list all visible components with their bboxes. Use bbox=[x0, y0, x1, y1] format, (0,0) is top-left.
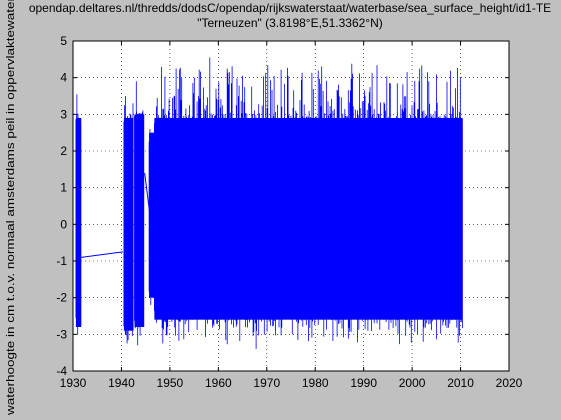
chart-title-line-2: "Terneuzen" (3.8198°E,51.3362°N) bbox=[197, 16, 383, 30]
x-tick-label: 1970 bbox=[253, 376, 280, 390]
y-tick-label: 0 bbox=[60, 217, 67, 231]
series-spikes bbox=[148, 129, 155, 305]
series-spikes bbox=[75, 94, 82, 335]
y-tick-label: 3 bbox=[60, 107, 67, 121]
y-tick-label: -1 bbox=[56, 254, 67, 268]
x-tick-label: 1930 bbox=[60, 376, 87, 390]
x-tick-label: 2010 bbox=[447, 376, 474, 390]
chart-title-line-1: opendap.deltares.nl/thredds/dodsC/openda… bbox=[29, 1, 551, 15]
series-spikes bbox=[154, 57, 463, 349]
x-tick-label: 1990 bbox=[350, 376, 377, 390]
x-tick-label: 2020 bbox=[496, 376, 523, 390]
data-series bbox=[75, 57, 463, 349]
y-tick-label: -3 bbox=[56, 327, 67, 341]
y-tick-label: 1 bbox=[60, 181, 67, 195]
y-tick-label: 4 bbox=[60, 71, 67, 85]
x-tick-label: 1950 bbox=[157, 376, 184, 390]
series-spikes bbox=[123, 96, 134, 344]
axis-ticks: 1930 1940 1950 1960 1970 1980 1990 2000 2010 2020… bbox=[56, 34, 522, 390]
y-axis-label: waterhoogte in cm t.o.v. normaal amsterd… bbox=[5, 0, 17, 416]
plot-frame bbox=[72, 40, 510, 372]
grid-lines bbox=[73, 41, 509, 371]
y-tick-label: 2 bbox=[60, 144, 67, 158]
y-tick-label: -4 bbox=[56, 364, 67, 378]
series-connector-line bbox=[81, 251, 123, 258]
x-tick-label: 1960 bbox=[205, 376, 232, 390]
x-tick-label: 2000 bbox=[399, 376, 426, 390]
x-tick-label: 1980 bbox=[302, 376, 329, 390]
x-tick-label: 1940 bbox=[108, 376, 135, 390]
series-spikes bbox=[134, 81, 144, 346]
y-tick-label: 5 bbox=[60, 34, 67, 48]
y-tick-label: -2 bbox=[56, 291, 67, 305]
